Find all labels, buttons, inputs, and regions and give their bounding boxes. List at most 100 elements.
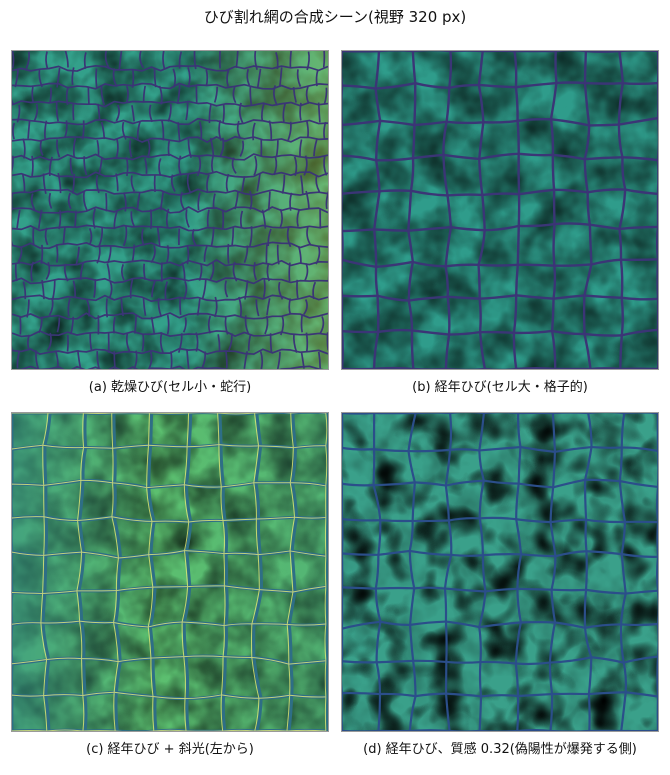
panel-c-caption: (c) 経年ひび + 斜光(左から) [86,742,254,757]
crack-line [41,622,51,660]
crack-line [478,83,516,89]
crack-line [552,265,557,299]
crack-line [549,487,555,523]
crack-line [342,691,381,696]
crack-line [478,480,485,519]
crack-line [325,660,328,698]
crack-line [105,193,108,212]
crack-line [619,259,624,298]
crack-line [342,154,377,162]
crack-highlight [111,482,114,517]
crack-line [156,226,161,246]
crack-line [252,122,256,141]
crack-line [446,296,451,335]
crack-highlight [258,694,290,699]
crack-line [45,51,49,69]
crack-line [48,192,53,209]
crack-line [620,692,627,731]
crack-line [554,445,592,453]
crack-line [375,621,382,663]
crack-highlight [220,656,224,695]
crack-line [617,124,624,158]
crack-line [584,156,623,161]
crack-highlight [218,444,259,447]
crack-line [518,188,555,196]
crack-line [443,153,480,161]
crack-line [619,479,658,489]
crack-highlight [147,626,152,659]
crack-line [243,351,249,369]
crack-line [21,173,26,193]
crack-line [225,351,228,368]
crack-line [549,656,592,664]
crack-highlight [80,447,85,481]
crack-line [114,590,121,623]
crack-line [342,228,375,233]
crack-line [186,245,190,265]
crack-highlight [116,586,153,592]
crack-line [412,660,417,697]
crack-line [478,696,483,731]
crack-line [287,121,292,141]
crack-highlight [12,591,43,594]
crack-line [185,521,193,551]
crack-highlight [113,692,116,731]
crack-line [446,195,453,228]
crack-line [125,85,129,104]
panel-b-caption: (b) 経年ひび(セル大・格子的) [412,380,588,395]
crack-line [153,696,158,731]
crack-highlight [81,551,119,559]
crack-line [623,655,658,664]
crack-highlight [286,729,326,731]
crack-line [620,413,626,448]
crack-highlight [253,482,257,520]
crack-highlight [150,656,184,659]
crack-line [549,694,554,731]
crack-line [619,593,627,625]
crack-highlight [79,620,114,624]
crack-highlight [288,660,326,665]
crack-line [585,478,620,483]
crack-highlight [184,484,222,488]
crack-line [64,51,69,68]
crack-line [210,226,215,246]
crack-line [244,315,250,335]
crack-line [147,445,153,488]
crack-line [114,661,122,693]
crack-line [56,67,61,88]
crack-line [584,519,588,552]
crack-highlight [81,658,119,663]
crack-highlight [294,516,326,519]
crack-line [449,330,481,336]
crack-line [480,330,514,335]
crack-highlight [289,550,326,557]
crack-line [619,225,658,231]
crack-line [43,555,48,594]
crack-line [375,586,415,590]
crack-highlight [40,622,48,660]
crack-line [243,245,249,263]
crack-highlight [151,520,189,523]
crack-highlight [181,586,189,623]
crack-line [254,482,261,520]
crack-line [223,520,229,554]
crack-line [322,51,326,68]
crack-line [129,279,134,299]
crack-line [325,586,328,625]
crack-highlight [148,550,185,556]
crack-line [447,295,480,300]
crack-line [30,193,36,211]
crack-line [83,695,88,731]
crack-line [656,556,658,591]
crack-line [584,623,622,629]
crack-highlight [222,520,225,554]
crack-line [583,333,592,369]
crack-line [584,294,622,300]
crack-highlight [184,698,187,731]
crack-line [148,587,157,628]
crack-highlight [83,446,113,449]
crack-highlight [114,691,154,698]
crack-line [583,589,588,628]
crack-line [552,224,556,266]
crack-highlight [251,657,260,699]
